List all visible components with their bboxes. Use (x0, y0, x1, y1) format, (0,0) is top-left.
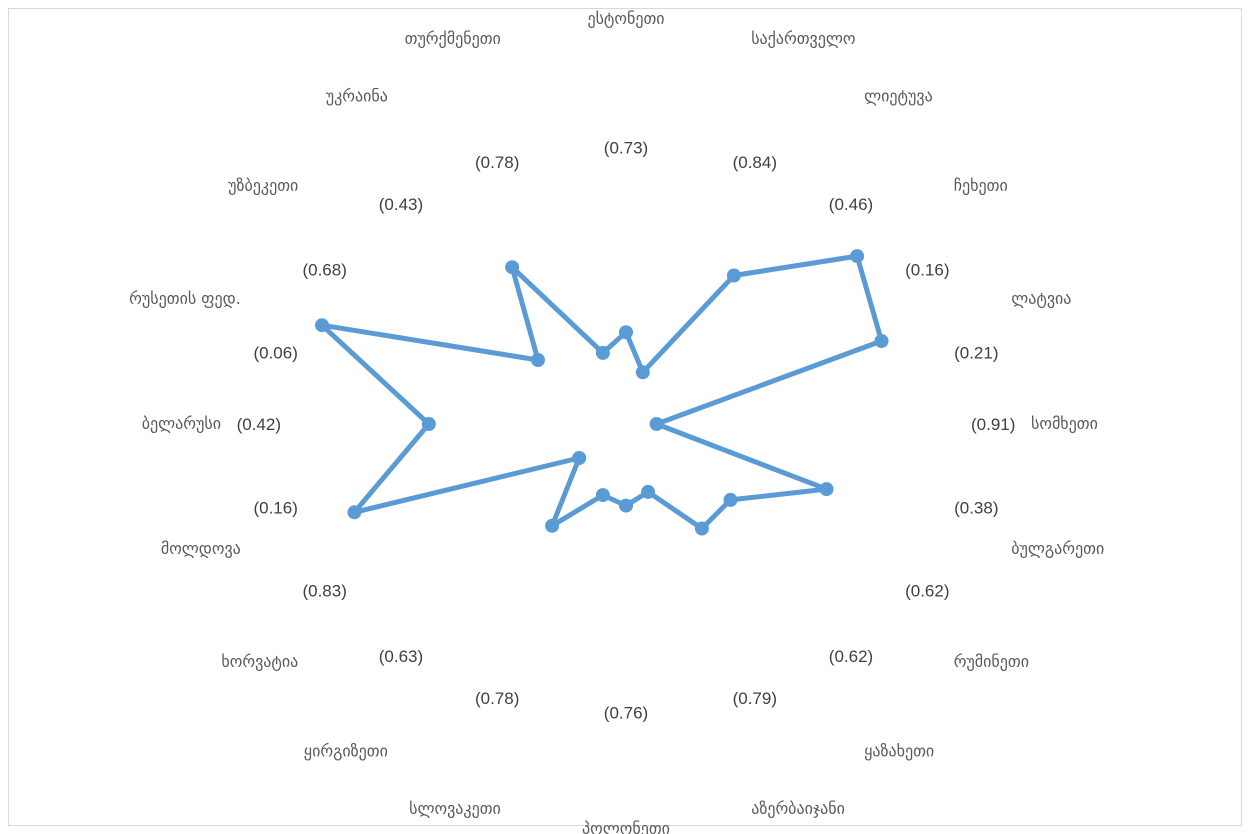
data-label: (0.79) (733, 689, 777, 708)
category-label: ესტონეთი (587, 9, 664, 28)
category-label: რუმინეთი (954, 652, 1029, 671)
data-label: (0.21) (954, 343, 998, 362)
category-label: ხორვატია (221, 652, 298, 671)
data-label: (0.46) (829, 195, 873, 214)
data-point (595, 488, 610, 503)
category-label: ჩეხეთი (954, 176, 1008, 195)
category-label: ყაზახეთი (864, 742, 934, 761)
data-label: (0.78) (475, 689, 519, 708)
data-label: (0.16) (905, 261, 949, 280)
data-point (726, 268, 741, 283)
data-point (619, 325, 633, 340)
data-point (694, 521, 709, 536)
data-label: (0.16) (253, 499, 297, 518)
category-label: რუსეთის ფედ. (129, 289, 241, 308)
category-label: სომხეთი (1031, 414, 1098, 433)
data-point (545, 518, 560, 533)
data-label: (0.76) (604, 704, 648, 723)
data-label: (0.91) (971, 415, 1015, 434)
data-label: (0.68) (302, 261, 346, 280)
category-label: ლიეტუვა (864, 86, 933, 105)
category-label: ბულგარეთი (1011, 539, 1104, 558)
data-point (723, 492, 738, 507)
data-point (505, 260, 520, 275)
series-line (319, 253, 884, 531)
category-label: სლოვაკეთი (409, 799, 501, 818)
data-point (595, 345, 610, 360)
data-label: (0.42) (237, 415, 281, 434)
category-label: პოლონეთი (582, 819, 670, 834)
data-label: (0.78) (475, 153, 519, 172)
category-label: ყირგიზეთი (304, 742, 388, 761)
data-point (347, 505, 362, 520)
data-label: (0.62) (829, 647, 873, 666)
data-point (874, 334, 889, 348)
data-point (641, 484, 656, 499)
data-label: (0.38) (954, 499, 998, 518)
chart-area (8, 8, 1242, 826)
data-label: (0.83) (302, 581, 346, 600)
data-point (649, 417, 664, 431)
data-label: (0.73) (604, 138, 648, 157)
category-label: აზერბაიჯანი (751, 799, 845, 818)
category-label: საქართველო (751, 29, 855, 48)
data-label: (0.06) (253, 343, 297, 362)
data-label: (0.62) (905, 581, 949, 600)
data-point (635, 365, 650, 380)
category-label: უკრაინა (326, 86, 388, 105)
data-point (619, 498, 633, 513)
data-label: (0.63) (379, 647, 423, 666)
data-point (315, 318, 329, 333)
data-point (572, 451, 587, 465)
category-label: თურქმენეთი (405, 29, 501, 48)
category-label: მოლდოვა (161, 539, 241, 558)
category-label: ლატვია (1011, 289, 1071, 308)
data-point (421, 417, 436, 431)
data-label: (0.43) (379, 195, 423, 214)
category-label: უზბეკეთი (228, 176, 298, 195)
data-point (819, 482, 834, 497)
data-label: (0.84) (733, 153, 777, 172)
data-point (531, 353, 545, 367)
category-label: ბელარუსი (142, 414, 221, 433)
data-point (850, 249, 865, 264)
